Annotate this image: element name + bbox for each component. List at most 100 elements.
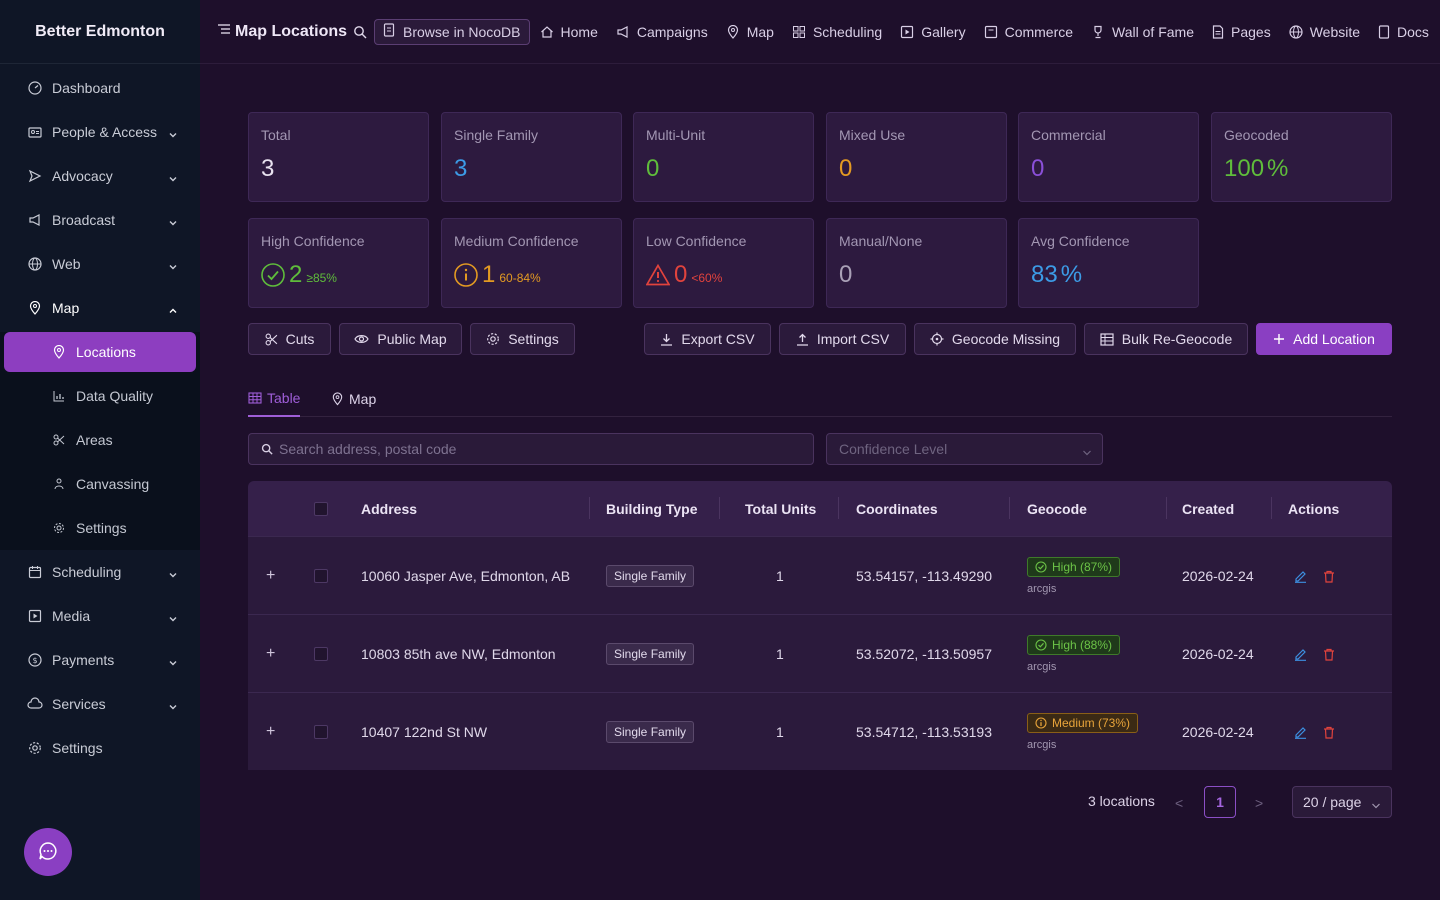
column-divider[interactable] xyxy=(589,497,590,519)
sidebar-item-media[interactable]: Media xyxy=(0,594,200,638)
stat-number: 0 xyxy=(674,261,688,288)
sidebar-item-canvassing[interactable]: Canvassing xyxy=(4,462,196,506)
stat-card-low-confidence: Low Confidence 0 <60% xyxy=(633,218,814,308)
sidebar-item-web[interactable]: Web xyxy=(0,242,200,286)
stat-suffix: 60-84% xyxy=(499,271,541,285)
expand-row-icon[interactable]: + xyxy=(266,567,276,584)
megaphone-icon xyxy=(616,25,630,39)
browse-nocodb-label: Browse in NocoDB xyxy=(403,23,521,40)
bulk-regeocode-button[interactable]: Bulk Re-Geocode xyxy=(1084,323,1248,355)
delete-icon[interactable] xyxy=(1323,726,1335,739)
sidebar-item-advocacy[interactable]: Advocacy xyxy=(0,154,200,198)
header-address[interactable]: Address xyxy=(361,500,418,517)
column-divider[interactable] xyxy=(719,497,720,519)
stat-card-commercial: Commercial 0 xyxy=(1018,112,1199,202)
geocode-missing-button[interactable]: Geocode Missing xyxy=(914,323,1076,355)
add-location-button[interactable]: Add Location xyxy=(1256,323,1392,355)
nav-link-map[interactable]: Map xyxy=(726,24,774,40)
nav-link-gallery[interactable]: Gallery xyxy=(900,24,966,40)
nav-link-commerce[interactable]: Commerce xyxy=(984,24,1073,40)
sidebar-item-map[interactable]: Map xyxy=(0,286,200,330)
nav-link-website[interactable]: Website xyxy=(1289,24,1360,40)
browse-nocodb-button[interactable]: Browse in NocoDB xyxy=(374,18,530,45)
sidebar-item-payments[interactable]: $ Payments xyxy=(0,638,200,682)
row-checkbox[interactable] xyxy=(314,569,328,583)
next-page-button[interactable]: > xyxy=(1255,795,1264,811)
document-icon xyxy=(383,23,395,40)
sidebar-item-areas[interactable]: Areas xyxy=(4,418,196,462)
delete-icon[interactable] xyxy=(1323,570,1335,583)
search-box[interactable] xyxy=(248,433,814,465)
building-type-cell: Single Family xyxy=(606,693,695,771)
nav-link-docs[interactable]: Docs xyxy=(1378,24,1429,40)
sidebar-item-data-quality[interactable]: Data Quality xyxy=(4,374,196,418)
page-number-button[interactable]: 1 xyxy=(1204,786,1236,818)
stat-number: 3 xyxy=(454,155,468,182)
search-icon[interactable] xyxy=(353,25,367,39)
header-building-type[interactable]: Building Type xyxy=(606,500,698,517)
settings-button[interactable]: Settings xyxy=(470,323,575,355)
tab-map[interactable]: Map xyxy=(331,380,381,417)
public-map-button[interactable]: Public Map xyxy=(339,323,462,355)
header-total-units[interactable]: Total Units xyxy=(745,500,817,517)
edit-icon[interactable] xyxy=(1294,570,1307,583)
stat-label: High Confidence xyxy=(261,233,365,249)
total-units-cell: 1 xyxy=(776,724,784,740)
nav-link-scheduling[interactable]: Scheduling xyxy=(792,24,882,40)
gear-icon xyxy=(52,521,66,535)
delete-icon[interactable] xyxy=(1323,648,1335,661)
column-divider[interactable] xyxy=(1009,497,1010,519)
nav-link-label: Docs xyxy=(1397,23,1429,40)
sidebar-item-people-access[interactable]: People & Access xyxy=(0,110,200,154)
stat-value: 0 <60% xyxy=(646,261,801,289)
edit-icon[interactable] xyxy=(1294,726,1307,739)
header-created[interactable]: Created xyxy=(1182,500,1235,517)
nav-link-label: Pages xyxy=(1231,23,1271,40)
chevron-down-icon xyxy=(168,259,178,270)
nav-link-pages[interactable]: Pages xyxy=(1212,24,1271,40)
sidebar-item-label: Web xyxy=(52,256,81,272)
view-tabs: Table Map xyxy=(248,380,1392,417)
row-checkbox[interactable] xyxy=(314,725,328,739)
sidebar-item-settings[interactable]: Settings xyxy=(0,726,200,770)
expand-row-icon[interactable]: + xyxy=(266,645,276,662)
select-all-checkbox[interactable] xyxy=(314,501,328,516)
sidebar-item-services[interactable]: Services xyxy=(0,682,200,726)
header-geocode[interactable]: Geocode xyxy=(1027,500,1087,517)
geocode-source: arcgis xyxy=(1027,739,1057,751)
chat-button[interactable] xyxy=(24,828,72,876)
sidebar-item-dashboard[interactable]: Dashboard xyxy=(0,66,200,110)
row-checkbox[interactable] xyxy=(314,647,328,661)
edit-icon[interactable] xyxy=(1294,648,1307,661)
geocode-source: arcgis xyxy=(1027,583,1057,595)
sidebar-item-label: People & Access xyxy=(52,124,158,140)
expand-row-icon[interactable]: + xyxy=(266,723,276,740)
search-input[interactable] xyxy=(279,441,779,457)
table-row[interactable]: + 10060 Jasper Ave, Edmonton, AB Single … xyxy=(248,536,1392,614)
table-row[interactable]: + 10407 122nd St NW Single Family 1 53.5… xyxy=(248,692,1392,770)
confidence-level-select[interactable]: Confidence Level xyxy=(826,433,1103,465)
nav-link-campaigns[interactable]: Campaigns xyxy=(616,24,708,40)
nav-link-home[interactable]: Home xyxy=(540,24,598,40)
page-size-select[interactable]: 20 / page xyxy=(1292,786,1392,818)
header-coordinates[interactable]: Coordinates xyxy=(856,500,938,517)
brand-title: Better Edmonton xyxy=(0,0,200,64)
nav-link-wall-of-fame[interactable]: Wall of Fame xyxy=(1091,24,1194,40)
stat-number: 0 xyxy=(1031,155,1045,182)
column-divider[interactable] xyxy=(1271,497,1272,519)
column-divider[interactable] xyxy=(838,497,839,519)
sidebar-item-locations[interactable]: Locations xyxy=(4,332,196,372)
export-csv-button[interactable]: Export CSV xyxy=(644,323,771,355)
column-divider[interactable] xyxy=(1166,497,1167,519)
table-row[interactable]: + 10803 85th ave NW, Edmonton Single Fam… xyxy=(248,614,1392,692)
prev-page-button[interactable]: < xyxy=(1175,795,1184,811)
stat-card-mixed-use: Mixed Use 0 xyxy=(826,112,1007,202)
import-csv-button[interactable]: Import CSV xyxy=(779,323,906,355)
sidebar-item-broadcast[interactable]: Broadcast xyxy=(0,198,200,242)
cuts-button[interactable]: Cuts xyxy=(248,323,331,355)
page-size-value: 20 / page xyxy=(1303,794,1362,810)
sidebar-item-map-settings[interactable]: Settings xyxy=(4,506,196,550)
nav-link-label: Campaigns xyxy=(636,23,708,40)
tab-table[interactable]: Table xyxy=(248,380,300,417)
sidebar-item-scheduling[interactable]: Scheduling xyxy=(0,550,200,594)
